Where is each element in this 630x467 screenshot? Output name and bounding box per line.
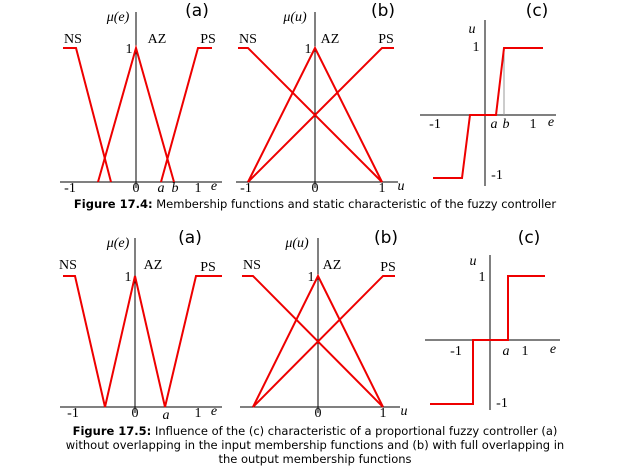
tick-label: a <box>158 181 165 196</box>
caption-text: Membership functions and static characte… <box>156 197 557 211</box>
panel: (c) u 1 -1 -1 a b 1 e <box>420 1 556 186</box>
set-line <box>164 275 222 408</box>
set-label: PS <box>200 32 216 47</box>
tick-label: 0 <box>132 406 139 421</box>
characteristic-line <box>430 275 545 405</box>
tick-label: -1 <box>496 396 508 411</box>
set-label: NS <box>243 258 261 273</box>
tick-label: -1 <box>450 344 462 359</box>
y-label: μ(u) <box>284 236 309 251</box>
set-line <box>247 45 383 183</box>
y-label: μ(e) <box>106 10 130 25</box>
panel: μ(e) (a) NS AZ PS 1 -1 0 a 1 e <box>59 228 222 423</box>
tick-label: 1 <box>195 181 202 196</box>
set-label: AZ <box>323 258 342 273</box>
axis-label: e <box>211 179 217 194</box>
set-label: PS <box>380 260 396 275</box>
set-label: AZ <box>144 258 163 273</box>
set-line <box>63 47 112 183</box>
set-line <box>63 275 106 408</box>
set-line <box>238 47 383 183</box>
tick-label: 1 <box>479 270 486 285</box>
axis-label: u <box>398 179 405 194</box>
tick-label: 1 <box>522 344 529 359</box>
axis-label: e <box>548 115 554 130</box>
tick-label: -1 <box>64 181 76 196</box>
tick-label: b <box>172 181 179 196</box>
tick-label: 1 <box>380 406 387 421</box>
set-label: AZ <box>148 32 167 47</box>
tick-label: 1 <box>379 181 386 196</box>
tick-label: 1 <box>308 270 315 285</box>
tick-label: 1 <box>126 42 133 57</box>
panel-label: (c) <box>526 1 549 21</box>
set-label: NS <box>239 32 257 47</box>
tick-label: 0 <box>312 181 319 196</box>
tick-label: a <box>491 117 498 132</box>
panel: μ(e) (a) NS AZ PS 1 -1 0 a b 1 e <box>60 1 222 196</box>
tick-label: 0 <box>315 406 322 421</box>
tick-label: 1 <box>305 42 312 57</box>
tick-label: -1 <box>491 168 503 183</box>
panel-label: (b) <box>371 1 395 21</box>
set-line <box>160 47 212 183</box>
caption-label: Figure 17.4: <box>73 197 153 211</box>
tick-label: a <box>503 344 510 359</box>
y-label: μ(e) <box>106 236 130 251</box>
set-label: NS <box>59 258 77 273</box>
panel-label: (a) <box>185 1 209 21</box>
tick-label: 1 <box>125 270 132 285</box>
characteristic-line <box>433 47 543 179</box>
tick-label: 1 <box>195 406 202 421</box>
caption-label: Figure 17.5: <box>72 424 152 438</box>
panel-label: (b) <box>374 228 398 248</box>
tick-label: -1 <box>240 181 252 196</box>
tick-label: 0 <box>133 181 140 196</box>
caption: Figure 17.5: Influence of the (c) charac… <box>65 424 565 466</box>
set-line <box>252 273 384 408</box>
panel: μ(u) (b) NS AZ PS 1 0 1 u <box>240 228 408 421</box>
caption-text: Influence of the (c) characteristic of a… <box>65 424 565 466</box>
tick-label: -1 <box>429 117 441 132</box>
set-line <box>242 275 384 408</box>
y-label: u <box>470 254 477 269</box>
tick-label: a <box>163 408 170 423</box>
axis-label: e <box>211 404 217 419</box>
set-line <box>247 47 394 183</box>
tick-label: -1 <box>67 406 79 421</box>
tick-label: b <box>503 117 510 132</box>
axis-label: u <box>401 404 408 419</box>
tick-label: 1 <box>530 117 537 132</box>
panel: μ(u) (b) NS AZ PS 1 -1 0 1 u <box>236 1 405 196</box>
set-label: NS <box>64 32 82 47</box>
caption: Figure 17.4: Membership functions and st… <box>65 197 565 211</box>
y-label: u <box>469 22 476 37</box>
set-line <box>252 275 395 408</box>
axis-label: e <box>550 342 556 357</box>
set-line <box>104 275 166 408</box>
panel: (c) u 1 -1 -1 a 1 e <box>425 228 560 411</box>
set-label: PS <box>200 260 216 275</box>
set-label: AZ <box>321 32 340 47</box>
tick-label: 1 <box>473 40 480 55</box>
set-line <box>97 44 175 183</box>
set-label: PS <box>378 32 394 47</box>
y-label: μ(u) <box>282 10 307 25</box>
panel-label: (a) <box>178 228 202 248</box>
panel-label: (c) <box>518 228 541 248</box>
